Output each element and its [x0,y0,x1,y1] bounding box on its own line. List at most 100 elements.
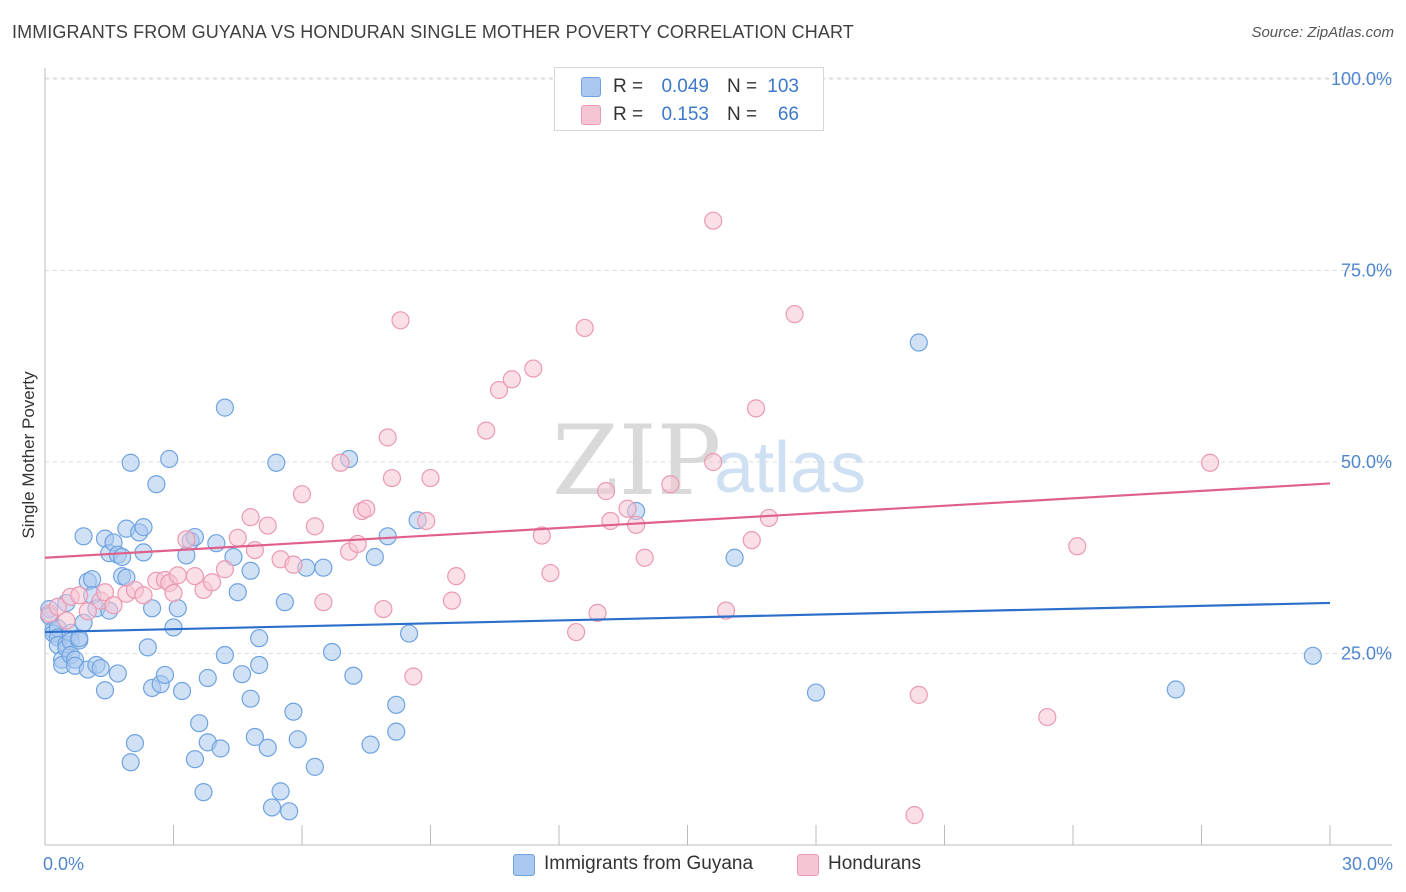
point-hondurans [284,555,303,574]
point-hondurans [78,602,97,621]
point-guyana [121,453,140,472]
point-hondurans [177,530,196,549]
trend-lines [44,482,1331,634]
legend-label-hondurans: Hondurans [828,853,921,874]
point-hondurans [1038,707,1057,727]
point-hondurans [348,534,367,554]
point-guyana [1303,646,1322,665]
chart-title: IMMIGRANTS FROM GUYANA VS HONDURAN SINGL… [12,22,854,42]
legend-label-guyana: Immigrants from Guyana [544,853,754,874]
point-hondurans [532,526,551,545]
point-guyana [280,802,299,821]
point-hondurans [378,428,397,447]
point-guyana [215,645,234,665]
point-guyana [125,734,145,753]
legend-swatch-hondurans [797,854,819,876]
point-hondurans [202,573,222,592]
point-hondurans [421,468,440,488]
x-tick-label: 0.0% [43,854,84,874]
point-guyana [121,753,140,772]
x-tick-label: 30.0% [1342,854,1393,874]
n-label: N = [727,104,758,125]
point-hondurans [502,370,521,389]
point-hondurans [489,380,509,400]
point-hondurans [314,593,333,612]
point-hondurans [597,482,616,501]
point-guyana [91,658,110,678]
point-hondurans [704,211,723,230]
point-guyana [168,599,187,618]
point-hondurans [477,421,496,440]
y-tick-label: 75.0% [1341,261,1392,281]
point-hondurans [575,318,594,338]
point-hondurans [70,586,89,605]
point-guyana [138,638,157,657]
point-hondurans [357,499,376,518]
point-guyana [241,561,260,580]
point-guyana [164,618,183,637]
point-guyana [185,750,205,769]
data-points [40,211,1322,825]
point-hondurans [1200,453,1220,472]
point-guyana [365,547,384,567]
point-guyana [241,689,260,708]
point-hondurans [258,516,277,535]
point-hondurans [168,566,187,585]
point-guyana [228,583,247,602]
point-hondurans [661,475,680,494]
point-hondurans [164,583,183,603]
y-tick-label: 100.0% [1331,69,1392,89]
point-guyana [95,681,115,700]
point-hondurans [57,611,76,630]
point-guyana [250,655,269,675]
n-value: 66 [777,104,799,125]
stats-row-hondurans: R = 0.153 N = 66 [555,101,823,129]
point-hondurans [305,517,324,536]
point-guyana [142,599,162,618]
point-hondurans [228,528,247,547]
point-guyana [314,558,333,577]
point-guyana [725,548,744,567]
point-guyana [344,666,363,685]
point-guyana [271,782,290,801]
watermark-zip: ZIP [552,405,721,517]
point-guyana [211,739,230,758]
point-guyana [83,570,102,589]
point-guyana [275,593,294,612]
point-hondurans [785,305,804,324]
stats-legend: R = 0.049 N = 103 R = 0.153 N = 66 [554,67,824,131]
point-guyana [305,757,324,776]
point-hondurans [909,685,928,704]
axes [44,68,1392,846]
point-guyana [194,783,213,802]
point-hondurans [716,601,736,620]
point-hondurans [567,622,586,642]
trend-line-hondurans [44,482,1331,559]
point-guyana [806,683,826,702]
point-guyana [215,398,234,417]
point-hondurans [447,567,466,586]
point-hondurans [618,499,637,518]
r-value: 0.049 [661,76,709,97]
trend-line-guyana [44,601,1331,634]
point-guyana [245,727,264,747]
point-guyana [387,722,406,741]
point-guyana [361,735,380,754]
point-hondurans [601,511,620,531]
point-guyana [147,475,166,494]
point-hondurans [104,596,123,615]
tick-labels: 25.0% 50.0% 75.0% 100.0% 0.0% 30.0% [43,69,1393,874]
watermark-atlas: atlas [714,428,866,508]
point-guyana [250,629,269,648]
r-label: R = [613,104,644,125]
r-value: 0.153 [661,104,709,125]
point-hondurans [241,508,260,527]
point-hondurans [95,583,115,602]
y-tick-label: 25.0% [1341,644,1392,664]
point-hondurans [1068,537,1087,556]
point-guyana [198,668,217,688]
point-guyana [322,642,342,662]
point-hondurans [588,603,607,623]
point-hondurans [48,597,67,616]
